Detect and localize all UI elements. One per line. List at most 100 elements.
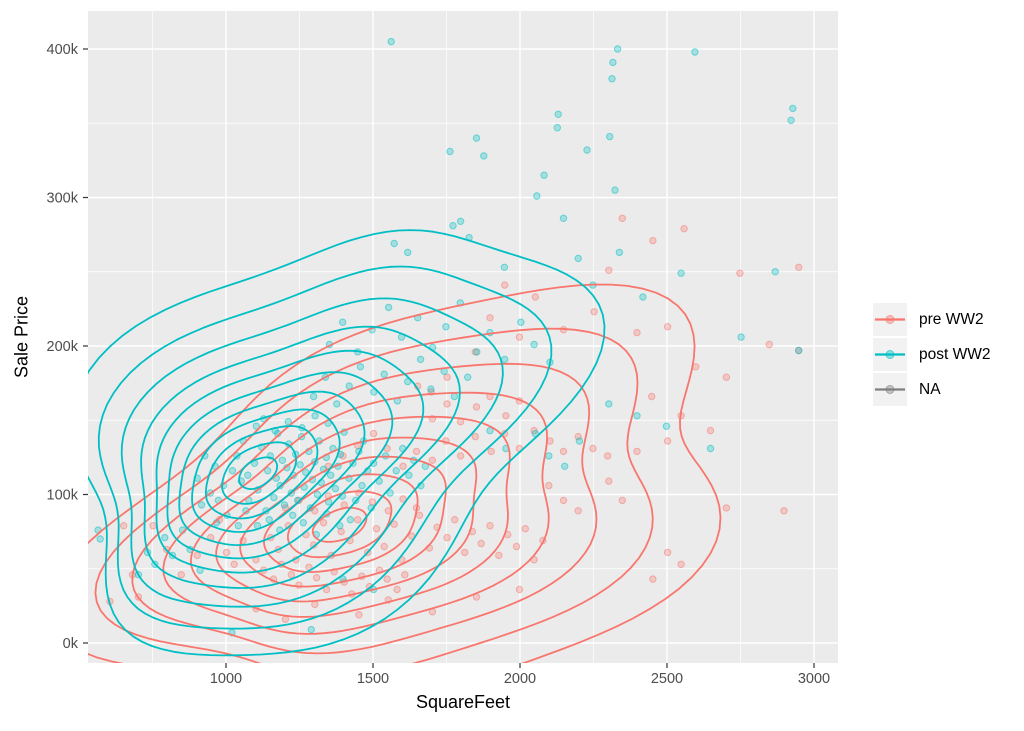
scatter-point — [500, 263, 509, 271]
scatter-point — [412, 447, 421, 456]
scatter-point — [177, 571, 186, 579]
legend-item-pre-ww2: pre WW2 — [873, 302, 990, 337]
density-contour — [162, 391, 550, 635]
scatter-point — [461, 548, 469, 557]
density-contour — [191, 408, 341, 533]
scatter-point — [648, 392, 656, 401]
scatter-point — [230, 560, 238, 568]
scatter-point — [540, 171, 548, 179]
scatter-point — [736, 269, 744, 277]
scatter-point — [449, 222, 457, 230]
density-contour — [178, 390, 366, 546]
legend-point-glyph-icon — [885, 350, 895, 359]
scatter-point — [583, 146, 591, 154]
density-contour — [131, 362, 598, 655]
scatter-point — [428, 456, 437, 464]
scatter-point — [633, 447, 641, 456]
density-contour — [120, 297, 504, 608]
legend-item-post-ww2: post WW2 — [873, 337, 990, 372]
scatter-point — [404, 377, 412, 386]
scatter-point — [270, 493, 278, 502]
scatter-point — [486, 314, 494, 322]
scatter-point — [309, 392, 318, 401]
legend-key-post-ww2 — [873, 338, 907, 371]
scatter-point — [574, 507, 582, 515]
scatter-point — [392, 467, 400, 475]
scatter-point — [387, 37, 395, 46]
scatter-point — [278, 456, 287, 464]
scatter-point — [780, 507, 788, 515]
line-point-glyph-icon — [875, 350, 905, 359]
scatter-point — [495, 551, 503, 560]
scatter-point — [663, 323, 672, 331]
scatter-point — [311, 412, 319, 420]
scatter-point — [380, 370, 388, 378]
scatter-point — [530, 340, 538, 349]
scatter-point — [386, 489, 394, 497]
legend-item-na: NA — [873, 372, 990, 407]
scatter-point — [296, 461, 304, 469]
scatter-point — [234, 522, 243, 530]
x-tick-label: 2000 — [504, 671, 536, 687]
y-tick-labels: 0k 100k 200k 300k 400k — [47, 42, 79, 652]
scatter-point — [472, 403, 481, 411]
scatter-point — [442, 323, 450, 331]
legend-point-glyph-icon — [885, 385, 895, 394]
scatter-point — [327, 471, 335, 479]
scatter-point — [663, 548, 672, 557]
scatter-point — [473, 348, 481, 356]
scatter-point — [372, 525, 381, 533]
contours-post-ww2 — [88, 229, 606, 657]
scatter-point — [554, 110, 562, 119]
density-contour — [205, 425, 319, 520]
scatter-point — [691, 48, 699, 56]
scatter-point — [456, 452, 465, 460]
scatter-point — [613, 45, 622, 53]
scatter-point — [281, 615, 290, 623]
scatter-point — [265, 516, 273, 524]
scatter-point — [618, 496, 626, 505]
scatter-point — [311, 600, 319, 609]
y-tick-label: 300k — [47, 191, 79, 207]
scatter-point — [161, 533, 169, 542]
density-contour — [140, 325, 461, 589]
scatter-point — [443, 373, 451, 381]
scatter-point — [722, 504, 731, 512]
scatter-point — [427, 385, 435, 393]
x-tick-label: 1500 — [357, 671, 389, 687]
scatter-point — [649, 236, 657, 245]
x-tick-label: 2500 — [651, 671, 683, 687]
scatter-point — [244, 471, 252, 479]
scatter-point — [521, 525, 529, 533]
scatter-point — [443, 400, 451, 408]
scatter-point — [633, 412, 641, 420]
x-tick-label: 1000 — [210, 671, 242, 687]
scatter-point — [96, 535, 104, 543]
scatter-point — [355, 611, 363, 619]
scatter-point — [368, 498, 377, 506]
scatter-point — [405, 471, 413, 479]
scatter-point — [390, 520, 398, 528]
legend: pre WW2 post WW2 NA — [873, 302, 990, 407]
scatter-point — [795, 263, 803, 271]
scatter-point — [384, 303, 393, 312]
density-contour — [221, 441, 297, 505]
scatter-point — [299, 519, 307, 527]
line-point-glyph-icon — [875, 385, 905, 394]
x-tick-labels: 1000 1500 2000 2500 3000 — [210, 671, 830, 687]
scatter-point — [197, 501, 206, 509]
scatter-point — [480, 152, 488, 160]
scatter-point — [312, 574, 321, 582]
scatter-point — [354, 516, 362, 524]
scatter-point — [515, 585, 524, 594]
scatter-point — [415, 511, 424, 519]
scatter-point — [289, 511, 297, 519]
scatter-point — [609, 58, 617, 67]
scatter-point — [590, 308, 598, 316]
scatter-point — [663, 437, 672, 445]
scatter-point — [339, 318, 347, 326]
scatter-point — [574, 254, 582, 263]
scatter-point — [149, 522, 157, 530]
scatter-point — [608, 75, 616, 83]
scatter-point — [399, 462, 407, 470]
